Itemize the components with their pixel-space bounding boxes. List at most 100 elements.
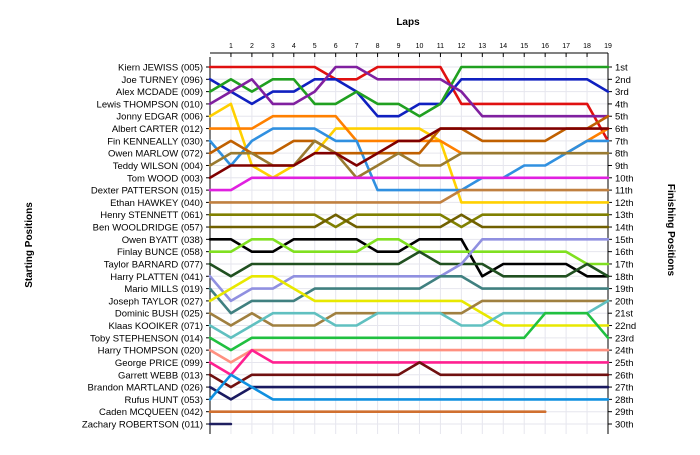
finishing-position-label: 30th: [615, 420, 634, 431]
series-line: [208, 114, 610, 155]
finishing-position-label: 19th: [615, 284, 634, 295]
finishing-position-label: 12th: [615, 198, 634, 209]
finishing-position-label: 1st: [615, 63, 628, 74]
x-tick-label: 16: [541, 43, 549, 50]
starting-position-label: Alex MCDADE (009): [116, 87, 203, 98]
series-line: [208, 102, 610, 204]
finishing-position-label: 17th: [615, 259, 634, 270]
series-line: [208, 385, 610, 401]
starting-position-label: Joe TURNEY (096): [122, 75, 204, 86]
starting-position-label: Tom WOOD (003): [127, 173, 203, 184]
series-line: [208, 373, 610, 401]
finishing-position-label: 22nd: [615, 321, 636, 332]
starting-position-label: Albert CARTER (012): [112, 124, 203, 135]
series-line: [208, 238, 610, 303]
x-tick-label: 7: [355, 43, 359, 50]
series-line: [208, 274, 610, 327]
starting-position-label: Garrett WEBB (013): [118, 370, 203, 381]
series-line: [208, 250, 610, 278]
series-line: [208, 311, 610, 352]
starting-position-label: Caden MCQUEEN (042): [99, 407, 203, 418]
series-line: [208, 361, 610, 389]
series-line: [208, 114, 610, 155]
x-tick-label: 10: [416, 43, 424, 50]
series-line: [208, 65, 610, 118]
series-line: [208, 176, 610, 192]
starting-position-label: Dominic BUSH (025): [115, 309, 203, 320]
x-tick-label: 14: [499, 43, 507, 50]
series-line: [208, 127, 610, 192]
starting-position-label: Zachary ROBERTSON (011): [82, 420, 203, 431]
series-line: [208, 213, 610, 229]
x-tick-label: 19: [604, 43, 612, 50]
finishing-position-label: 15th: [615, 235, 634, 246]
series-lines: [208, 65, 610, 426]
starting-position-label: Teddy WILSON (004): [113, 161, 203, 172]
finishing-position-label: 13th: [615, 210, 634, 221]
x-tick-label: 2: [250, 43, 254, 50]
starting-position-label: Kiern JEWISS (005): [118, 63, 203, 74]
series-line: [208, 65, 610, 118]
starting-position-label: Harry PLATTEN (041): [110, 272, 203, 283]
x-tick-label: 17: [562, 43, 570, 50]
starting-position-label: Dexter PATTERSON (015): [91, 186, 203, 197]
series-line: [208, 127, 610, 180]
x-tick-label: 8: [376, 43, 380, 50]
finishing-position-label: 24th: [615, 346, 634, 357]
series-line: [208, 299, 610, 340]
starting-position-label: Brandon MARTLAND (026): [88, 383, 203, 394]
x-tick-label: 4: [292, 43, 296, 50]
finishing-position-label: 27th: [615, 383, 634, 394]
finishing-position-label: 11th: [615, 186, 633, 197]
starting-position-label: Lewis THOMPSON (010): [97, 99, 203, 110]
finishing-position-label: 25th: [615, 358, 634, 369]
finishing-position-label: 16th: [615, 247, 634, 258]
starting-position-label: Klaas KOOIKER (071): [108, 321, 203, 332]
starting-position-label: Taylor BARNARD (077): [104, 259, 203, 270]
finishing-position-label: 4th: [615, 99, 628, 110]
x-tick-label: 11: [437, 43, 444, 50]
series-line: [208, 139, 610, 180]
x-tick-label: 5: [313, 43, 317, 50]
right-axis-title: Finishing Positions: [665, 184, 676, 277]
series-line: [208, 348, 610, 364]
x-tick-label: 1: [229, 43, 233, 50]
left-axis-title: Starting Positions: [24, 202, 35, 288]
series-line: [208, 213, 610, 229]
x-tick-label: 3: [271, 43, 275, 50]
finishing-position-label: 18th: [615, 272, 634, 283]
starting-position-label: Henry STENNETT (061): [100, 210, 203, 221]
starting-position-label: Owen BYATT (038): [122, 235, 203, 246]
x-tick-label: 12: [457, 43, 465, 50]
finishing-position-label: 9th: [615, 161, 628, 172]
finishing-position-label: 8th: [615, 149, 628, 160]
position-labels: Kiern JEWISS (005)Joe TURNEY (096)Alex M…: [82, 63, 636, 431]
finishing-position-label: 14th: [615, 223, 634, 234]
starting-position-label: Fin KENNEALLY (030): [107, 136, 203, 147]
starting-position-label: Owen MARLOW (072): [108, 149, 203, 160]
starting-position-label: Rufus HUNT (053): [125, 395, 204, 406]
finishing-position-label: 20th: [615, 296, 634, 307]
finishing-position-label: 29th: [615, 407, 634, 418]
starting-position-label: Joseph TAYLOR (027): [108, 296, 203, 307]
x-tick-label: 18: [583, 43, 591, 50]
finishing-position-label: 21st: [615, 309, 633, 320]
starting-position-label: Jonny EDGAR (006): [116, 112, 203, 123]
series-line: [208, 188, 610, 204]
x-tick-label: 6: [334, 43, 338, 50]
series-line: [208, 274, 610, 315]
starting-position-label: Harry THOMPSON (020): [98, 346, 203, 357]
x-axis-title: Laps: [396, 17, 420, 28]
finishing-position-label: 5th: [615, 112, 628, 123]
finishing-position-label: 7th: [615, 136, 628, 147]
starting-position-label: Toby STEPHENSON (014): [90, 333, 203, 344]
starting-position-label: Ben WOOLDRIDGE (057): [93, 223, 203, 234]
starting-position-label: Mario MILLS (019): [124, 284, 203, 295]
starting-position-label: Finlay BUNCE (058): [117, 247, 203, 258]
finishing-position-label: 3rd: [615, 87, 629, 98]
series-line: [208, 65, 610, 143]
finishing-position-label: 10th: [615, 173, 634, 184]
finishing-position-label: 2nd: [615, 75, 631, 86]
